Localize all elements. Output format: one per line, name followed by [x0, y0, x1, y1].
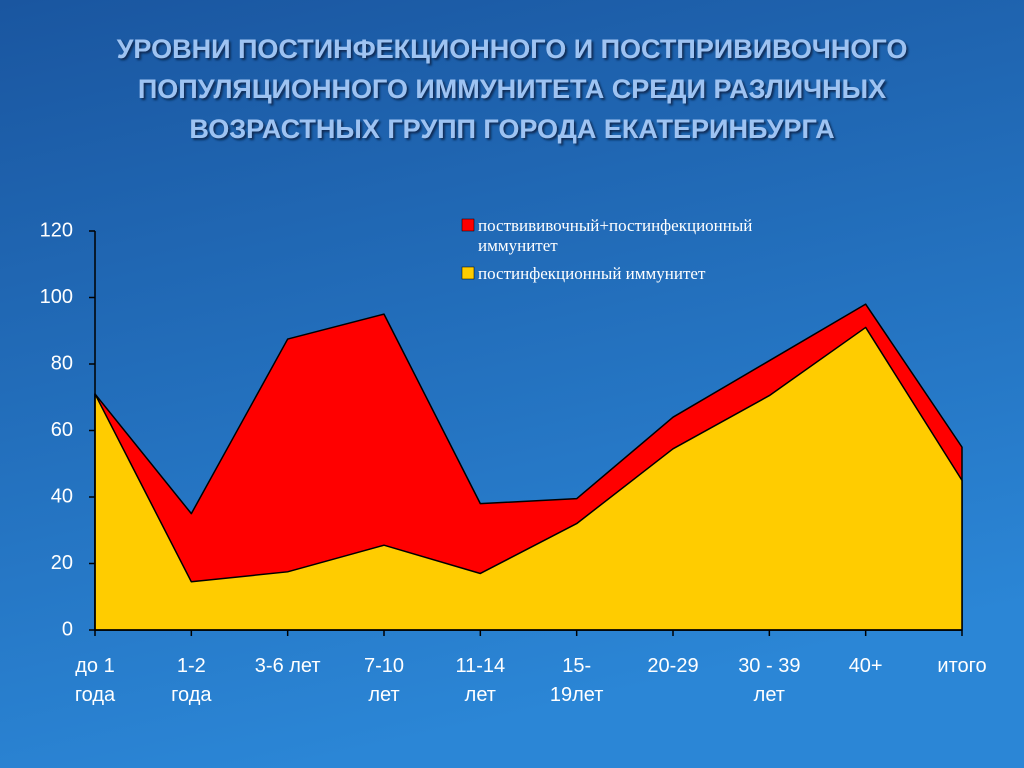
legend-label: постинфекционный иммунитет [478, 264, 706, 283]
y-tick-label: 0 [62, 618, 73, 640]
x-tick-label: 11-14 лет [455, 655, 505, 706]
y-tick-label: 80 [51, 352, 73, 374]
x-tick-label: 40+ [849, 655, 883, 677]
x-tick-label: 20-29 [647, 655, 698, 677]
x-tick-label: 3-6 лет [255, 655, 321, 677]
y-tick-label: 40 [51, 485, 73, 507]
legend-swatch [461, 266, 475, 280]
y-tick-label: 100 [40, 286, 73, 308]
x-tick-label: 1-2 года [171, 655, 212, 706]
y-tick-label: 120 [40, 219, 73, 241]
x-tick-label: 15-19лет [550, 655, 604, 706]
y-tick-label: 60 [51, 419, 73, 441]
legend-swatch [461, 218, 475, 232]
y-tick-label: 20 [51, 552, 73, 574]
x-tick-label: 7-10 лет [364, 655, 404, 706]
area [94, 326, 963, 631]
chart-title: ПОПУЛЯЦИОННОГО ИММУНИТЕТА СРЕДИ РАЗЛИЧНЫ… [138, 74, 886, 104]
legend-label: поствививочный+постинфекционный иммунитет [478, 216, 752, 255]
chart-title: УРОВНИ ПОСТИНФЕКЦИОННОГО И ПОСТПРИВИВОЧН… [117, 34, 908, 64]
x-tick-label: 30 - 39 лет [738, 655, 800, 706]
x-tick-label: итого [937, 655, 986, 677]
x-tick-label: до 1 года [75, 655, 116, 706]
chart-title: ВОЗРАСТНЫХ ГРУПП ГОРОДА ЕКАТЕРИНБУРГА [189, 114, 834, 144]
title-group: УРОВНИ ПОСТИНФЕКЦИОННОГО И ПОСТПРИВИВОЧН… [117, 34, 908, 144]
